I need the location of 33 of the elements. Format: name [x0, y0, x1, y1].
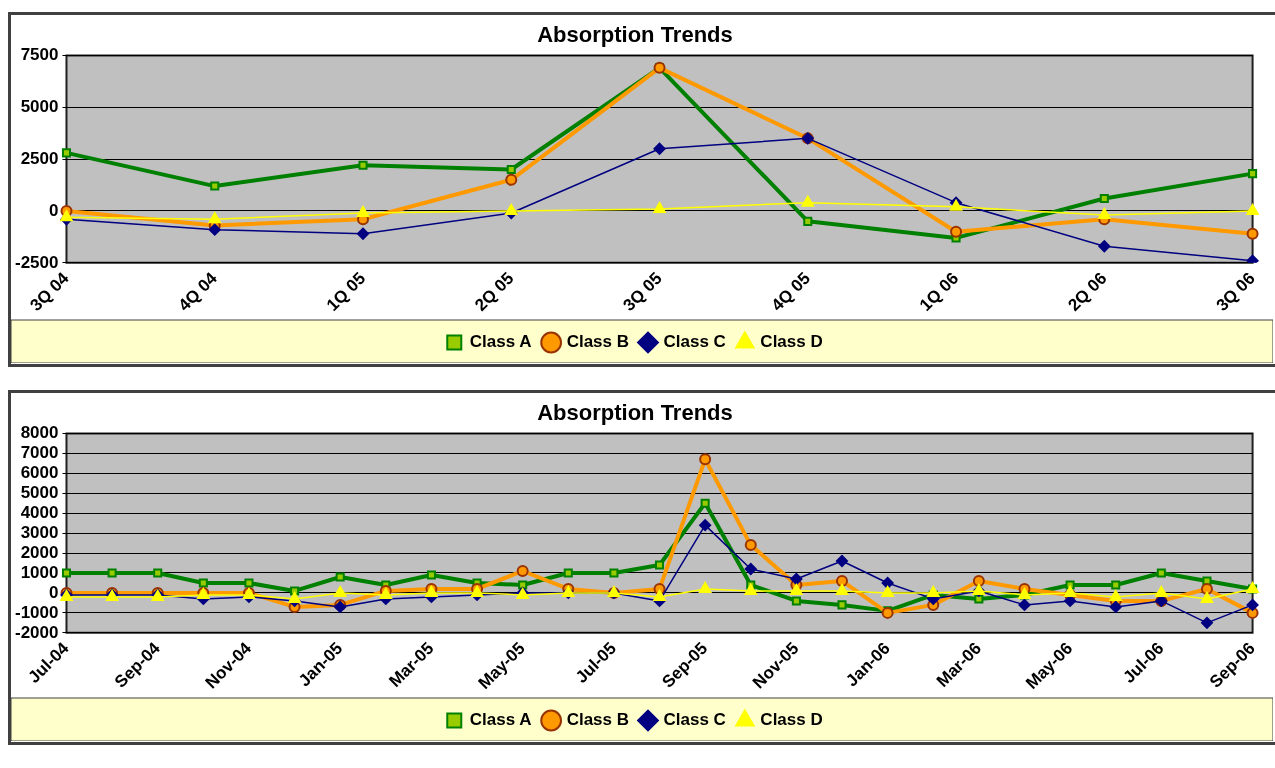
x-tick-label: 4Q 04 — [174, 268, 222, 315]
x-tick-label: 4Q 05 — [767, 268, 814, 315]
legend-label: Class A — [469, 332, 532, 352]
chart-title: Absorption Trends — [537, 22, 733, 48]
legend-label: Class D — [760, 332, 823, 352]
legend-label: Class B — [566, 332, 630, 352]
chart-title: Absorption Trends — [537, 400, 733, 426]
y-tick-label: 2000 — [20, 542, 59, 562]
legend-label: Class C — [663, 710, 726, 730]
x-tick-label: 3Q 06 — [1212, 268, 1259, 315]
y-tick-label: 7000 — [20, 443, 59, 463]
y-tick-label: 0 — [49, 200, 59, 220]
x-tick-label: 1Q 06 — [916, 268, 963, 315]
y-tick-label: -2000 — [15, 622, 59, 642]
x-tick-label: 1Q 05 — [322, 268, 370, 315]
y-tick-label: 7500 — [20, 45, 59, 65]
x-tick-label: 2Q 06 — [1064, 268, 1111, 315]
legend-label: Class C — [663, 332, 726, 352]
legend-label: Class B — [566, 710, 630, 730]
legend-label: Class A — [469, 710, 532, 730]
x-tick-label: 3Q 05 — [619, 268, 666, 315]
y-tick-label: 6000 — [20, 462, 59, 482]
y-tick-label: 1000 — [20, 562, 59, 582]
y-tick-label: 2500 — [20, 148, 59, 168]
y-tick-label: 8000 — [20, 423, 59, 443]
y-tick-label: -1000 — [15, 602, 59, 622]
legend-label: Class D — [760, 710, 823, 730]
y-tick-label: 0 — [49, 582, 59, 602]
x-tick-label: 2Q 05 — [471, 268, 518, 315]
y-tick-label: 5000 — [20, 482, 59, 502]
y-tick-label: 4000 — [20, 502, 59, 522]
y-tick-label: 3000 — [20, 522, 59, 542]
y-tick-label: 5000 — [20, 96, 59, 116]
